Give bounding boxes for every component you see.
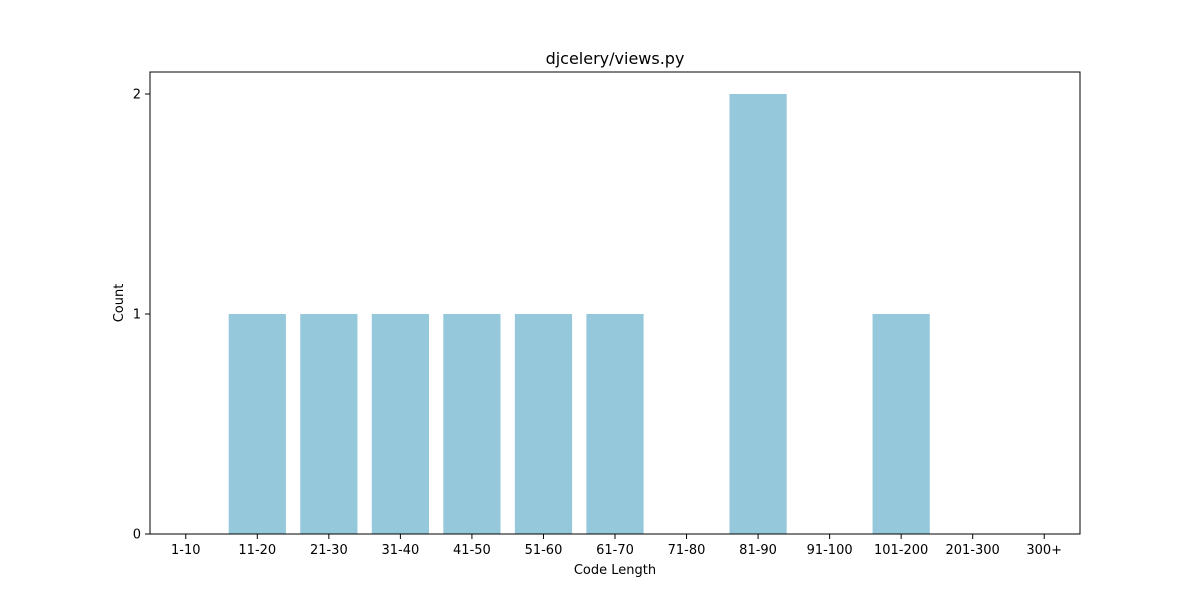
x-tick-label: 1-10 [171, 543, 201, 558]
x-tick-label: 101-200 [874, 543, 928, 558]
x-tick-label: 81-90 [739, 543, 777, 558]
x-tick-label: 201-300 [946, 543, 1000, 558]
x-tick-label: 61-70 [596, 543, 634, 558]
chart-title: djcelery/views.py [546, 49, 685, 68]
bar-61-70 [586, 314, 644, 534]
bars-group [228, 94, 930, 534]
bar-31-40 [371, 314, 429, 534]
y-tick-label: 1 [133, 308, 141, 323]
x-axis-label: Code Length [574, 563, 656, 578]
x-tick-label: 300+ [1026, 543, 1062, 558]
x-tick-label: 31-40 [381, 543, 419, 558]
y-axis-ticks: 0 1 2 [133, 88, 150, 543]
bar-81-90 [729, 94, 787, 534]
x-tick-label: 41-50 [453, 543, 491, 558]
x-tick-label: 11-20 [238, 543, 276, 558]
bar-11-20 [228, 314, 286, 534]
x-tick-label: 51-60 [525, 543, 563, 558]
bar-101-200 [872, 314, 930, 534]
x-tick-label: 71-80 [668, 543, 706, 558]
x-tick-label: 21-30 [310, 543, 348, 558]
y-tick-label: 2 [133, 88, 141, 103]
x-axis-ticks: 1-10 11-20 21-30 31-40 41-50 51-60 61-70 71-80 8… [171, 534, 1062, 558]
y-tick-label: 0 [133, 528, 141, 543]
x-tick-label: 91-100 [807, 543, 853, 558]
bar-41-50 [443, 314, 501, 534]
y-axis-label: Count [112, 284, 127, 323]
bar-51-60 [514, 314, 573, 534]
bar-21-30 [300, 314, 358, 534]
